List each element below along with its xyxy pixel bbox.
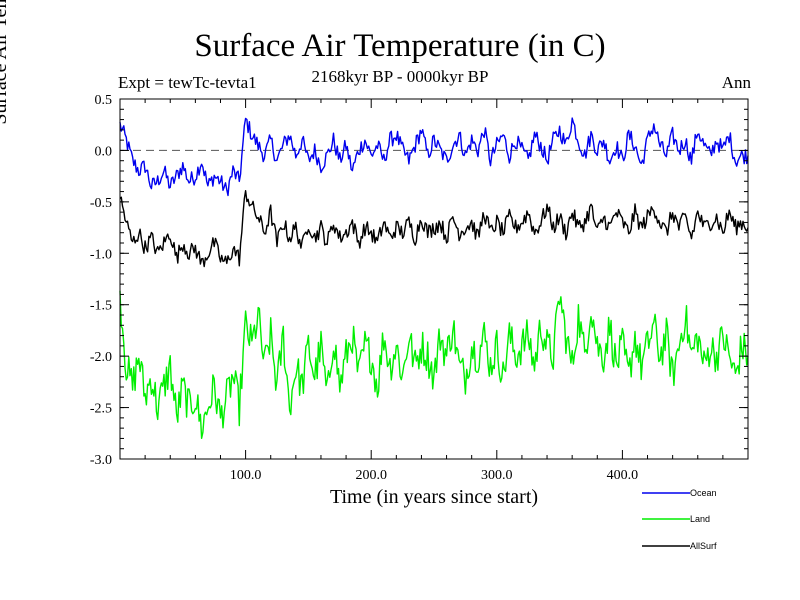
y-tick-label: -2.5 — [90, 402, 112, 417]
season-label: Ann — [721, 73, 751, 92]
x-tick-label: 400.0 — [607, 468, 639, 483]
legend-label-land: Land — [690, 514, 710, 524]
y-tick-label: -3.0 — [90, 453, 112, 468]
legend: Ocean Land AllSurf — [642, 488, 717, 551]
y-tick-label: -2.0 — [90, 350, 112, 365]
series-line-land — [119, 290, 749, 439]
plot-frame — [119, 98, 749, 460]
legend-label-allsurf: AllSurf — [690, 541, 717, 551]
series-line-ocean — [119, 117, 749, 197]
x-axis-label: Time (in years since start) — [329, 486, 539, 508]
experiment-label: Expt = tewTc-tevta1 — [118, 73, 257, 92]
y-tick-label: -1.0 — [90, 247, 112, 262]
chart-title: Surface Air Temperature (in C) — [194, 28, 606, 64]
y-tick-label: -1.5 — [90, 299, 112, 314]
series-line-allsurf — [119, 189, 749, 268]
y-tick-label: -0.5 — [90, 196, 112, 211]
chart-subtitle: 2168kyr BP - 0000kyr BP — [311, 67, 489, 86]
y-tick-label: 0.0 — [95, 144, 113, 159]
x-tick-label: 100.0 — [230, 468, 262, 483]
legend-label-ocean: Ocean — [690, 488, 717, 498]
y-tick-label: 0.5 — [95, 93, 113, 108]
plot-area: 0.5 0.0 -0.5 -1.0 -1.5 -2.0 -2.5 -3.0 100.0 200.0… — [90, 93, 749, 483]
x-tick-label: 200.0 — [355, 468, 387, 483]
x-tick-label: 300.0 — [481, 468, 513, 483]
